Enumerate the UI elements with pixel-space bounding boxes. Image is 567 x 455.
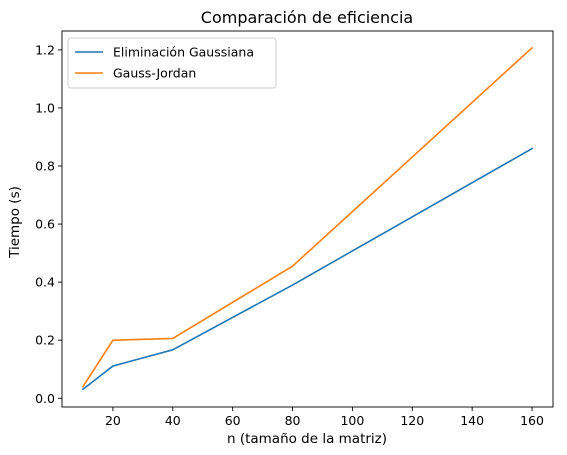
plot-area: 20 40 60 80 100 120 140 160 0.0 0.2 0.4 0.6 0.8 1.0 1.… (35, 30, 554, 428)
series-line-1 (81, 147, 534, 391)
x-tick-label: 120 (400, 413, 424, 428)
y-tick-label: 1.2 (35, 42, 55, 57)
y-tick-label: 1.0 (35, 100, 55, 115)
y-tick-label: 0.6 (35, 217, 55, 232)
plot-frame (61, 30, 554, 408)
x-tick-label: 140 (460, 413, 484, 428)
y-tick-label: 0.4 (35, 275, 55, 290)
x-tick-label: 160 (520, 413, 544, 428)
legend-frame (67, 37, 277, 89)
y-tick-label: 0.2 (35, 333, 55, 348)
x-tick-label: 40 (165, 413, 181, 428)
x-axis-label: n (tamaño de la matriz) (227, 431, 387, 447)
x-tick-label: 20 (105, 413, 121, 428)
x-tick-label: 60 (225, 413, 241, 428)
y-tick-label: 0.0 (35, 391, 55, 406)
legend: Eliminación Gaussiana Gauss-Jordan (67, 37, 277, 89)
legend-label-2: Gauss-Jordan (113, 66, 196, 81)
x-tick-label: 100 (340, 413, 364, 428)
chart-title: Comparación de eficiencia (201, 8, 413, 27)
y-axis-label: Tiempo (s) (7, 186, 23, 259)
y-tick-label: 0.8 (35, 159, 55, 174)
x-tick-label: 80 (285, 413, 301, 428)
series-line-2 (81, 46, 534, 388)
legend-label-1: Eliminación Gaussiana (113, 45, 254, 60)
